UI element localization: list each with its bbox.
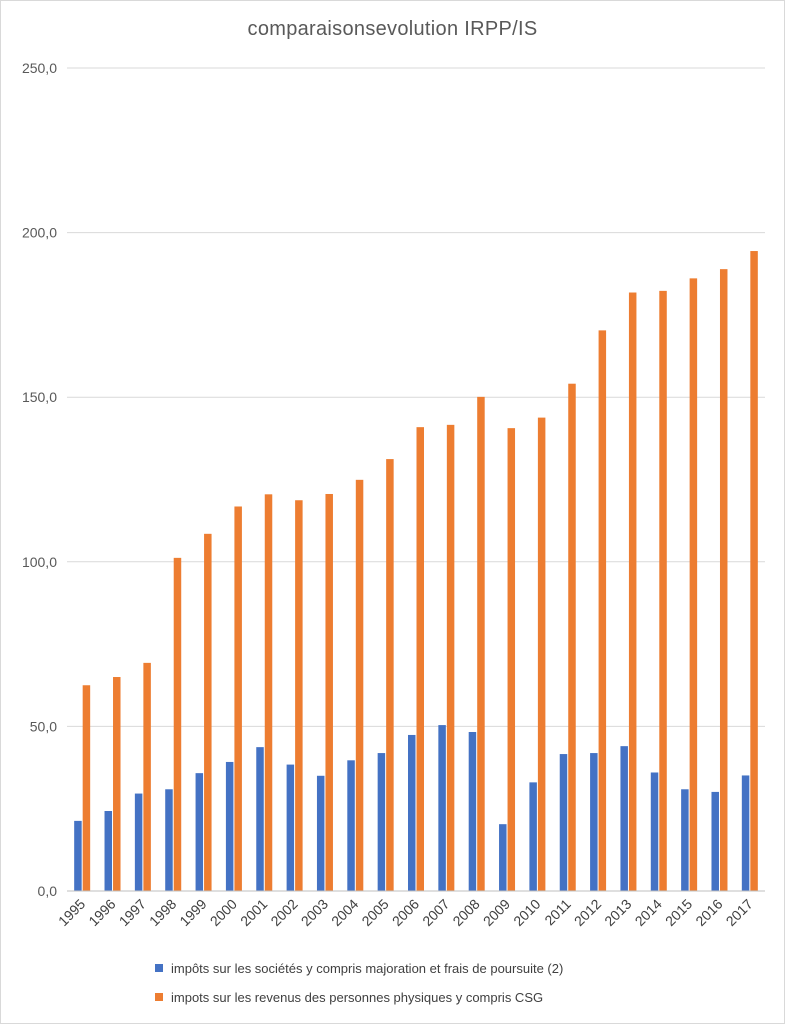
x-tick-label: 2017 <box>723 896 756 929</box>
bar-irpp <box>143 662 151 891</box>
x-tick-label: 1997 <box>116 896 149 929</box>
bar-irpp <box>416 427 424 891</box>
x-tick-label: 2008 <box>449 896 482 929</box>
bar-irpp <box>295 500 303 891</box>
bar-is <box>620 746 628 891</box>
x-tick-label: 1999 <box>176 896 209 929</box>
bar-is <box>316 775 325 891</box>
y-tick-label: 0,0 <box>38 883 58 899</box>
bar-irpp <box>719 269 728 891</box>
bar-irpp <box>598 330 607 891</box>
y-tick-label: 250,0 <box>22 60 57 76</box>
bar-irpp <box>750 251 758 891</box>
bar-is <box>468 731 477 891</box>
bar-is <box>408 734 416 891</box>
bar-is <box>256 747 264 891</box>
bar-is <box>165 789 173 891</box>
bar-irpp <box>507 428 516 891</box>
bar-is <box>377 753 386 891</box>
x-tick-label: 1998 <box>146 896 179 929</box>
bar-irpp <box>446 424 455 891</box>
bar-irpp <box>689 278 698 892</box>
bar-is <box>347 760 355 891</box>
x-tick-label: 2016 <box>692 896 725 929</box>
y-tick-label: 100,0 <box>22 554 57 570</box>
legend-item-is: impôts sur les sociétés y compris majora… <box>155 958 563 978</box>
x-tick-label: 2010 <box>510 896 543 929</box>
x-tick-label: 2013 <box>601 896 634 929</box>
bar-is <box>681 789 689 891</box>
bar-irpp <box>113 677 121 891</box>
x-tick-label: 2009 <box>480 896 513 929</box>
bar-irpp <box>386 459 394 891</box>
bar-is <box>741 775 750 891</box>
x-tick-label: 2004 <box>328 896 361 929</box>
bar-irpp <box>477 396 485 891</box>
bar-irpp <box>628 292 637 891</box>
bar-is <box>225 761 234 891</box>
bar-is <box>529 782 537 891</box>
bar-irpp <box>659 290 667 891</box>
x-tick-label: 2007 <box>419 896 452 929</box>
x-tick-label: 2002 <box>267 896 300 929</box>
x-tick-label: 2011 <box>541 896 574 929</box>
legend-swatch-is <box>155 964 163 972</box>
chart-legend: impôts sur les sociétés y compris majora… <box>155 958 563 1016</box>
bar-irpp <box>173 557 182 891</box>
legend-item-irpp: impots sur les revenus des personnes phy… <box>155 987 563 1007</box>
y-tick-label: 150,0 <box>22 389 57 405</box>
x-tick-label: 2003 <box>298 896 331 929</box>
bar-is <box>650 772 659 891</box>
bar-irpp <box>82 685 91 891</box>
bar-is <box>559 754 568 891</box>
bar-is <box>195 773 204 891</box>
legend-label-irpp: impots sur les revenus des personnes phy… <box>171 989 544 1005</box>
chart-title: comparaisonsevolution IRPP/IS <box>247 18 538 40</box>
x-tick-label: 2012 <box>571 896 604 929</box>
bar-irpp <box>264 494 273 891</box>
bar-chart: 0,050,0100,0150,0200,0250,01995199619971… <box>22 60 765 929</box>
bar-is <box>74 820 82 891</box>
x-tick-label: 2005 <box>358 896 391 929</box>
y-tick-label: 200,0 <box>22 225 57 241</box>
x-tick-label: 2015 <box>662 896 695 929</box>
legend-swatch-irpp <box>155 993 163 1001</box>
x-tick-label: 2014 <box>632 896 665 929</box>
bar-is <box>438 725 446 891</box>
x-tick-label: 1995 <box>55 896 88 929</box>
legend-label-is: impôts sur les sociétés y compris majora… <box>171 960 564 976</box>
bar-is <box>499 824 507 891</box>
bar-irpp <box>355 479 364 891</box>
bar-is <box>590 753 598 891</box>
bar-irpp <box>325 493 333 891</box>
bar-is <box>286 764 295 891</box>
bar-irpp <box>568 383 576 891</box>
x-tick-label: 2000 <box>207 896 240 929</box>
bar-is <box>711 791 719 891</box>
x-tick-label: 2006 <box>389 896 422 929</box>
bar-is <box>134 793 143 891</box>
x-tick-label: 2001 <box>237 896 270 929</box>
y-tick-label: 50,0 <box>30 718 57 734</box>
bar-irpp <box>537 417 546 891</box>
bar-irpp <box>234 506 242 891</box>
bar-is <box>104 811 113 891</box>
x-tick-label: 1996 <box>85 896 118 929</box>
bar-irpp <box>204 533 212 891</box>
